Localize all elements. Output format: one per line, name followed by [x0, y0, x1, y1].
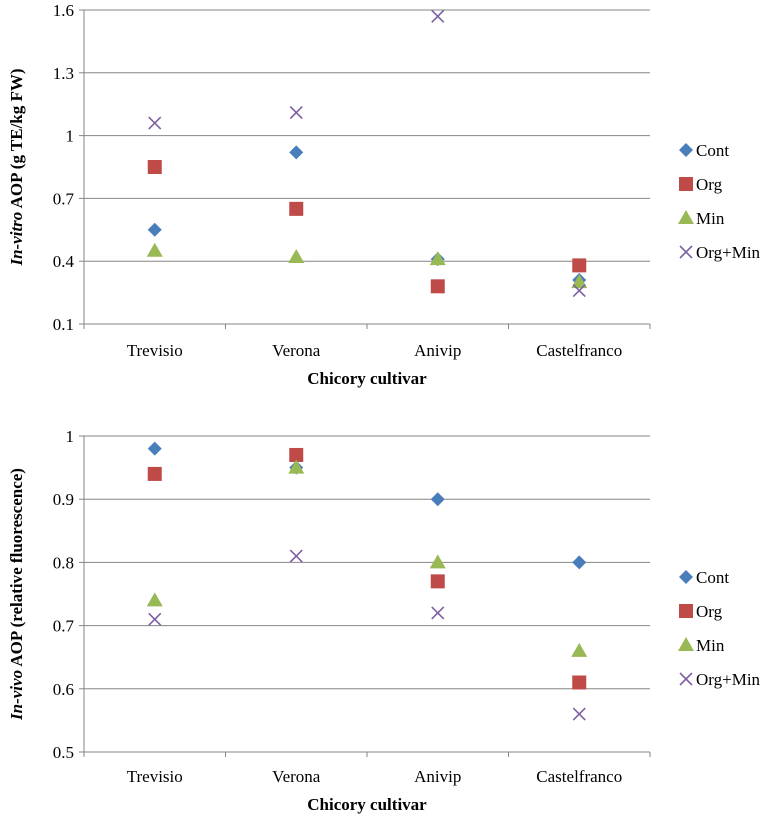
x-tick-label: Castelfranco: [536, 341, 622, 360]
legend-label: Org: [696, 602, 723, 621]
legend-marker-min: [678, 637, 694, 651]
x-tick-label: Anivip: [414, 341, 461, 360]
data-point-org-min: [148, 116, 162, 130]
y-tick-label: 0.8: [53, 553, 74, 572]
y-tick-label: 0.1: [53, 315, 74, 334]
legend-label: Cont: [696, 568, 729, 587]
data-point-min: [571, 642, 588, 657]
data-point-min: [429, 554, 446, 569]
data-point-org-min: [572, 707, 586, 721]
data-point-cont: [147, 441, 162, 456]
x-tick-label: Verona: [272, 341, 321, 360]
legend-marker-cont: [679, 570, 693, 584]
y-tick-label: 1.3: [53, 64, 74, 83]
legend: Cont Org Min Org+Min: [678, 141, 761, 262]
y-tick-label: 1: [66, 127, 75, 146]
data-point-min: [288, 459, 305, 474]
data-point-org-min: [431, 9, 445, 23]
data-point-org-min: [431, 606, 445, 620]
data-point-org: [289, 201, 304, 216]
legend-marker-org-min: [679, 245, 693, 259]
data-point-cont: [430, 492, 445, 507]
y-tick-label: 0.5: [53, 743, 74, 762]
data-point-org: [572, 258, 587, 273]
data-point-min: [288, 249, 305, 264]
x-axis-title: Chicory cultivar: [307, 369, 427, 388]
x-tick-label: Verona: [272, 767, 321, 786]
data-point-cont: [289, 145, 304, 160]
x-tick-label: Castelfranco: [536, 767, 622, 786]
data-point-cont: [147, 222, 162, 237]
data-point-min: [571, 274, 588, 289]
x-tick-label: Trevisio: [127, 341, 183, 360]
x-axis-title: Chicory cultivar: [307, 795, 427, 814]
legend-marker-org-min: [679, 672, 693, 686]
y-tick-label: 0.4: [53, 252, 75, 271]
y-axis-title: In-vitro AOP (g TE/kg FW): [7, 68, 26, 266]
data-point-org: [289, 447, 304, 462]
legend-marker-cont: [679, 143, 693, 157]
data-point-cont: [572, 555, 587, 570]
y-tick-label: 1: [66, 427, 75, 446]
legend: Cont Org Min Org+Min: [678, 568, 761, 689]
data-point-min: [429, 251, 446, 266]
chart-2: 0.5 0.6 0.7 0.8 0.9 1 Trevisio Verona Anivip Cast…: [7, 427, 761, 814]
data-point-min: [146, 242, 163, 257]
y-axis-title: In-vivo AOP (relative fluorescence): [7, 468, 26, 721]
data-point-org-min: [289, 106, 303, 120]
data-point-org-min: [572, 283, 586, 298]
data-point-org-min: [148, 612, 162, 626]
chart-1: 0.1 0.4 0.7 1 1.3 1.6 Trevisio Verona Anivip Cast…: [7, 1, 761, 388]
legend-label: Cont: [696, 141, 729, 160]
legend-marker-min: [678, 210, 694, 224]
data-point-org: [572, 675, 587, 690]
y-tick-label: 1.6: [53, 1, 74, 20]
data-point-org: [430, 574, 445, 589]
data-point-org: [430, 279, 445, 294]
data-point-org: [147, 466, 162, 481]
y-tick-label: 0.7: [53, 189, 75, 208]
legend-label: Min: [696, 209, 725, 228]
y-tick-label: 0.7: [53, 617, 75, 636]
data-point-org-min: [289, 549, 303, 563]
legend-label: Org+Min: [696, 243, 761, 262]
legend-marker-org: [679, 604, 693, 618]
legend-marker-org: [679, 177, 693, 191]
y-tick-label: 0.6: [53, 680, 74, 699]
legend-label: Org: [696, 175, 723, 194]
y-tick-label: 0.9: [53, 490, 74, 509]
x-tick-label: Trevisio: [127, 767, 183, 786]
x-tick-label: Anivip: [414, 767, 461, 786]
data-point-org: [147, 160, 162, 174]
data-point-min: [146, 592, 163, 607]
legend-label: Org+Min: [696, 670, 761, 689]
legend-label: Min: [696, 636, 725, 655]
